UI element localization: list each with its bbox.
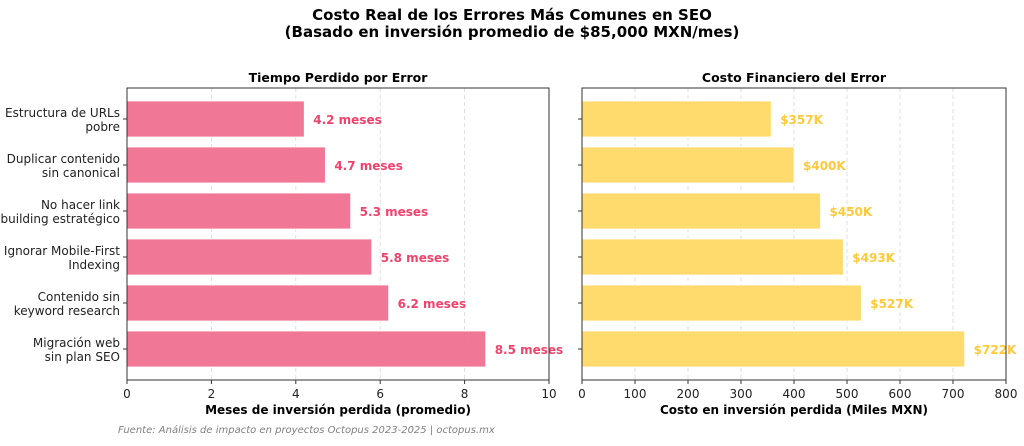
subplot-title: Costo Financiero del Error [702,70,887,85]
chart-subtitle: (Basado en inversión promedio de $85,000… [285,23,740,41]
x-tick-label: 2 [208,387,216,401]
footer-source: Fuente: Análisis de impacto en proyectos… [118,424,495,436]
y-tick-label: Migración web [33,336,120,350]
y-tick-label: building estratégico [1,212,120,226]
data-label: 5.8 meses [381,251,450,265]
y-tick-label: Duplicar contenido [7,152,120,166]
bar [581,100,772,138]
x-tick-label: 0 [578,387,586,401]
bar [126,238,373,276]
bar [581,238,844,276]
y-tick-label: Ignorar Mobile-First [4,244,120,258]
bar [126,192,352,230]
plot-frame [126,87,550,381]
y-tick-label: No hacer link [41,198,120,212]
data-label: $493K [852,251,895,265]
bar [126,146,326,184]
x-tick-label: 8 [461,387,469,401]
data-label: $357K [780,113,823,127]
chart-title: Costo Real de los Errores Más Comunes en… [312,6,712,24]
y-tick-label: sin plan SEO [45,350,120,364]
x-tick-label: 300 [730,387,753,401]
x-tick-label: 600 [889,387,912,401]
data-label: 4.2 meses [313,113,382,127]
y-tick-label: Contenido sin [38,290,120,304]
y-tick-label: sin canonical [42,166,120,180]
bar [126,100,305,138]
bar [581,192,821,230]
y-tick-label: keyword research [14,304,120,318]
x-tick-label: 100 [624,387,647,401]
x-tick-label: 700 [942,387,965,401]
data-label: $527K [870,297,913,311]
bar [126,284,390,322]
x-tick-label: 4 [292,387,300,401]
x-tick-label: 0 [123,387,131,401]
bar [581,284,862,322]
x-tick-label: 200 [677,387,700,401]
data-label: $722K [974,343,1017,357]
data-label: 4.7 meses [334,159,403,173]
plot-frame [581,87,1007,381]
data-label: 5.3 meses [360,205,429,219]
data-label: $450K [830,205,873,219]
data-label: $400K [803,159,846,173]
x-tick-label: 10 [541,387,556,401]
bar [581,330,966,368]
y-tick-label: Indexing [68,258,120,272]
y-tick-label: Estructura de URLs [5,106,120,120]
bar [581,146,795,184]
x-axis-label: Costo en inversión perdida (Miles MXN) [660,403,928,417]
x-axis-label: Meses de inversión perdida (promedio) [205,403,471,417]
x-tick-label: 500 [836,387,859,401]
x-tick-label: 400 [783,387,806,401]
x-tick-label: 6 [376,387,384,401]
bar [126,330,487,368]
x-tick-label: 800 [995,387,1018,401]
data-label: 8.5 meses [495,343,564,357]
y-tick-label: pobre [85,120,120,134]
subplot-title: Tiempo Perdido por Error [249,70,429,85]
data-label: 6.2 meses [398,297,467,311]
